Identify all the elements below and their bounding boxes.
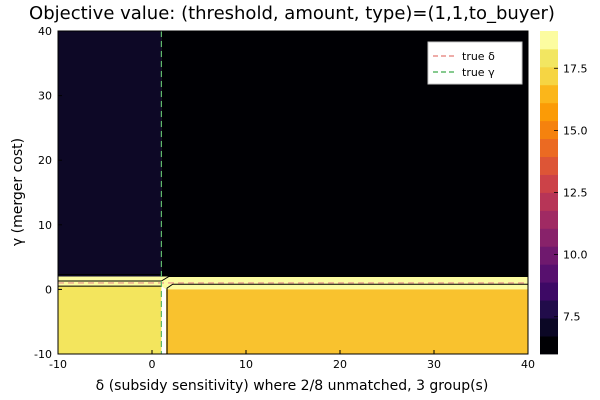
- y-tick-label: 10: [38, 219, 52, 232]
- y-tick-label: 30: [38, 90, 52, 103]
- colorbar: 7.5 10.0 12.5 15.0 17.5: [540, 31, 588, 355]
- colorbar-segment: [540, 264, 558, 283]
- plot-frame: [57, 30, 529, 355]
- colorbar-tick-label: 10.0: [563, 249, 588, 262]
- heatmap-region-lower-left: [58, 286, 162, 354]
- heatmap-region-upper-left: [58, 31, 162, 277]
- colorbar-segment: [540, 300, 558, 319]
- legend-box: [427, 41, 523, 85]
- colorbar-segment: [540, 246, 558, 265]
- y-tick-label: 0: [45, 283, 52, 296]
- y-tick-label: -10: [34, 348, 52, 361]
- colorbar-segment: [540, 192, 558, 211]
- colorbar-tick-label: 12.5: [563, 187, 588, 200]
- colorbar-ticks: 7.5 10.0 12.5 15.0 17.5: [554, 62, 588, 324]
- colorbar-tick-label: 17.5: [563, 62, 588, 75]
- colorbar-segment: [540, 174, 558, 193]
- heatmap-region-lower-right: [166, 289, 528, 354]
- x-axis-ticks: -10 0 10 20 30 40: [49, 350, 535, 371]
- x-tick-label: 30: [427, 358, 441, 371]
- y-axis-ticks: -10 0 10 20 30 40: [34, 25, 62, 361]
- legend-entry-true-delta: true δ: [462, 50, 495, 63]
- x-tick-label: 0: [149, 358, 156, 371]
- x-tick-label: -10: [49, 358, 67, 371]
- colorbar-segment: [540, 282, 558, 301]
- contour-lines: [58, 274, 529, 354]
- x-tick-label: 20: [333, 358, 347, 371]
- y-tick-label: 40: [38, 25, 52, 38]
- colorbar-segment: [540, 66, 558, 86]
- colorbar-tick-label: 7.5: [563, 311, 581, 324]
- colorbar-segment: [540, 48, 558, 68]
- colorbar-segment: [540, 138, 558, 158]
- y-tick-label: 20: [38, 154, 52, 167]
- colorbar-segment: [540, 120, 558, 140]
- colorbar-segments: [540, 31, 558, 355]
- colorbar-tick-label: 15.0: [563, 124, 588, 137]
- chart-title: Objective value: (threshold, amount, typ…: [29, 3, 555, 24]
- x-tick-label: 40: [521, 358, 535, 371]
- colorbar-segment: [540, 156, 558, 175]
- colorbar-segment: [540, 31, 558, 50]
- legend-entry-true-gamma: true γ: [462, 66, 495, 79]
- colorbar-segment: [540, 318, 558, 337]
- colorbar-segment: [540, 336, 558, 355]
- y-axis-label: γ (merger cost): [10, 138, 26, 246]
- legend: true δ true γ: [427, 41, 523, 85]
- x-axis-label: δ (subsidy sensitivity) where 2/8 unmatc…: [96, 378, 489, 394]
- colorbar-segment: [540, 210, 558, 229]
- colorbar-segment: [540, 102, 558, 122]
- colorbar-segment: [540, 228, 558, 247]
- x-tick-label: 10: [239, 358, 253, 371]
- colorbar-segment: [540, 84, 558, 104]
